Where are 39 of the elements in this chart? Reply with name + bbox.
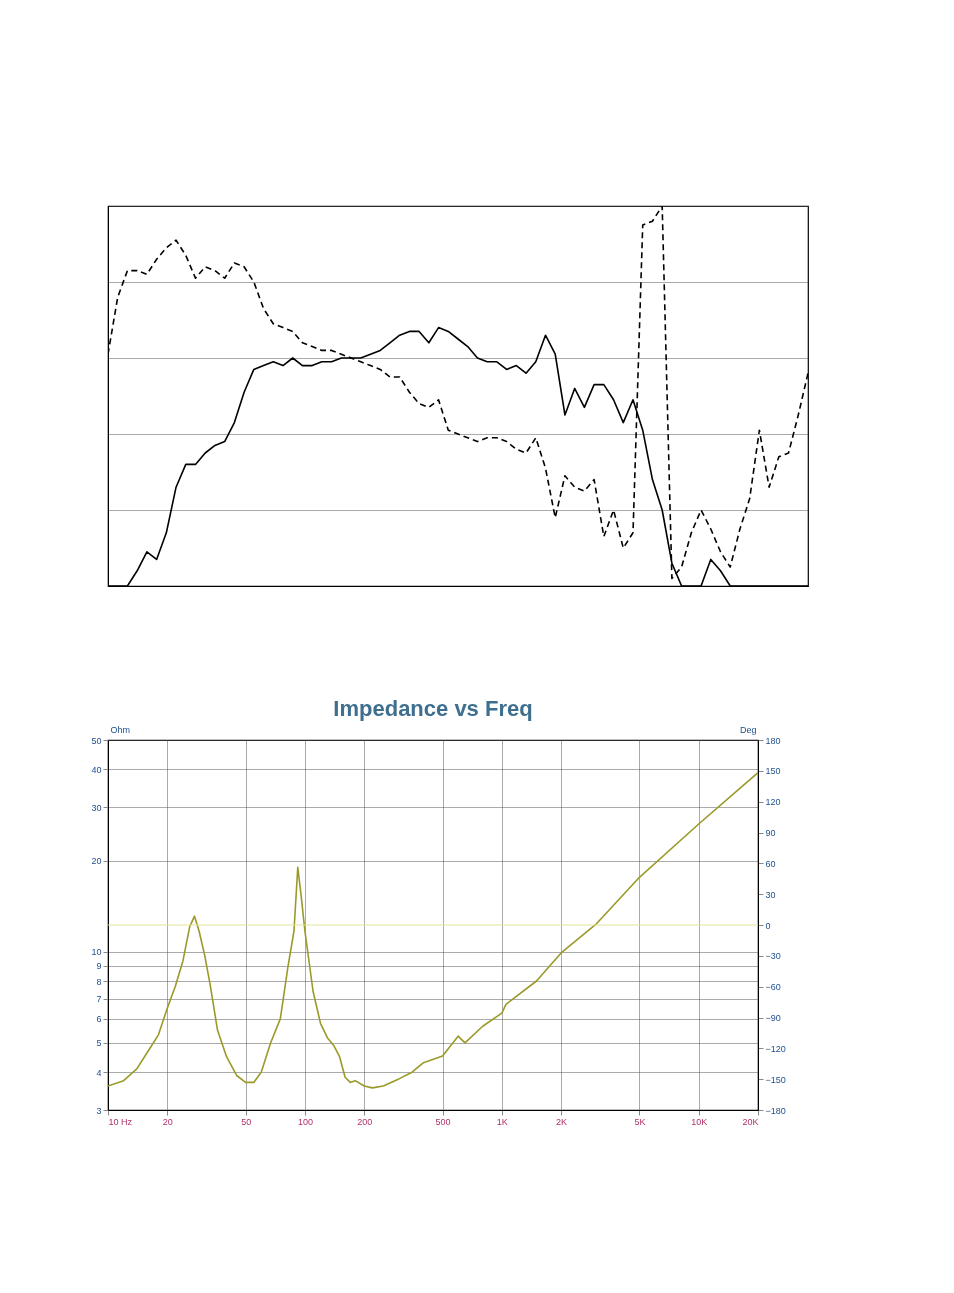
x-tick-label: 50 — [241, 1116, 252, 1127]
y2-axis-title: Deg — [739, 724, 757, 735]
y2-tick-label: 90 — [765, 828, 776, 838]
x-tick-label: 5K — [634, 1116, 646, 1127]
x-tick-label: 500 — [435, 1116, 451, 1127]
y-tick-label: 7 — [96, 994, 102, 1005]
x-tick-label: 10 Hz — [108, 1116, 133, 1127]
x-tick-label: 10K — [691, 1116, 708, 1127]
y-tick-label: 5 — [96, 1038, 102, 1049]
y-tick-label: 3 — [96, 1105, 102, 1116]
y2-tick-label: −90 — [765, 1013, 781, 1023]
x-tick-label: 1K — [496, 1116, 508, 1127]
y2-tick-label: −30 — [765, 951, 781, 962]
y-tick-label: 4 — [96, 1067, 102, 1078]
y-tick-label: 30 — [91, 802, 102, 813]
x-tick-label: 200 — [357, 1116, 373, 1127]
y2-tick-label: 30 — [765, 889, 776, 900]
y2-tick-label: 0 — [765, 920, 771, 931]
y-tick-label: 9 — [96, 961, 102, 972]
y2-tick-label: 60 — [765, 858, 776, 869]
y2-tick-label: −150 — [765, 1074, 786, 1085]
y-tick-label: 10 — [91, 947, 102, 958]
x-tick-label: 20 — [162, 1116, 173, 1127]
y-tick-label: 50 — [91, 735, 102, 746]
y-tick-label: 20 — [91, 856, 102, 866]
y-axis-title: Ohm — [110, 724, 131, 735]
y2-tick-label: −180 — [765, 1105, 786, 1116]
x-tick-label: 2K — [556, 1116, 568, 1127]
x-tick-label: 20K — [742, 1116, 759, 1127]
chart-title: Impedance vs Freq — [333, 696, 533, 721]
y2-tick-label: 180 — [765, 735, 781, 746]
y2-tick-label: 150 — [765, 766, 781, 777]
y-tick-label: 40 — [91, 764, 102, 775]
y2-tick-label: 120 — [765, 797, 781, 808]
y2-tick-label: −120 — [765, 1043, 786, 1054]
y-tick-label: 8 — [96, 976, 102, 987]
y-tick-label: 6 — [96, 1014, 102, 1025]
x-tick-label: 100 — [297, 1116, 313, 1127]
y2-tick-label: −60 — [765, 982, 781, 993]
